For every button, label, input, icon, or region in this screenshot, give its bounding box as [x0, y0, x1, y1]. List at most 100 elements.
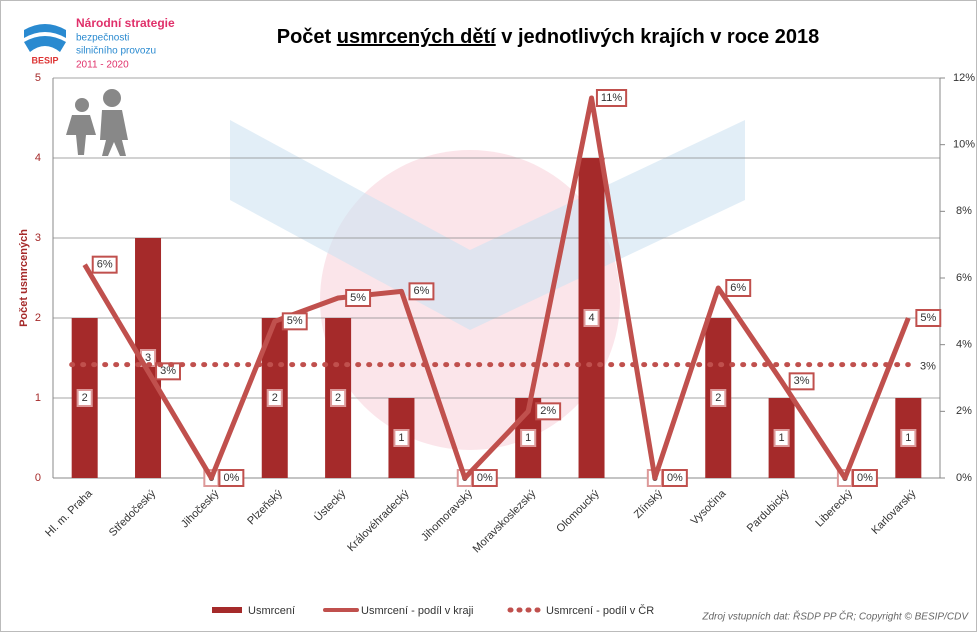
y-tick-label: 2 — [35, 312, 41, 324]
y2-tick-label: 6% — [956, 272, 972, 284]
y-tick-label: 3 — [35, 232, 41, 244]
data-label: 5% — [345, 289, 372, 307]
data-label-text: 2 — [272, 392, 278, 404]
data-label-text: 1 — [525, 432, 531, 444]
y2-tick-label: 0% — [956, 472, 972, 484]
children-icon — [66, 89, 128, 156]
data-label-box — [345, 289, 372, 307]
data-label-box — [281, 312, 308, 331]
data-label-text: 2 — [335, 392, 341, 404]
line — [82, 95, 911, 481]
data-label-box — [710, 389, 727, 407]
legend-label: Usmrcení - podíl v kraji — [361, 605, 473, 617]
title-part: v jednotlivých krajích v roce 2018 — [496, 26, 820, 48]
watermark — [230, 120, 745, 330]
ref-label: 3% — [920, 361, 936, 373]
data-label-text: 3% — [794, 375, 810, 387]
y-tick-label: 4 — [35, 152, 41, 164]
title-part: usmrcených dětí — [337, 26, 497, 48]
data-label-text: 0% — [667, 472, 683, 484]
data-label-box — [408, 282, 435, 301]
data-label-box — [900, 429, 917, 447]
data-label-text: 3% — [160, 365, 176, 377]
y2-tick-label: 2% — [956, 405, 972, 417]
data-label: 2 — [76, 389, 93, 407]
logo-text: bezpečnosti — [76, 33, 129, 44]
data-label: 6% — [725, 279, 752, 297]
y-tick-label: 1 — [35, 392, 41, 404]
data-label-box — [595, 89, 628, 107]
data-label-box — [91, 255, 118, 274]
data-label-text: 5% — [350, 292, 366, 304]
logo: BESIP Národní strategie bezpečnosti siln… — [24, 16, 175, 71]
data-label-text: 6% — [414, 285, 430, 297]
data-label-text: 5% — [287, 315, 303, 327]
data-label-text: 2 — [82, 392, 88, 404]
y2-tick-label: 10% — [953, 139, 975, 151]
data-label-box — [520, 429, 537, 447]
data-label: 2 — [710, 389, 727, 407]
data-label: 2 — [266, 389, 283, 407]
title-part: Počet — [277, 26, 337, 48]
data-label: 6% — [91, 255, 118, 274]
data-label-box — [915, 309, 942, 327]
data-label-text: 1 — [905, 432, 911, 444]
data-label-text: 6% — [730, 282, 746, 294]
data-label: 6% — [408, 282, 435, 301]
data-label-text: 2 — [715, 392, 721, 404]
data-label: 2% — [535, 402, 562, 421]
data-label-box — [788, 372, 815, 391]
data-label: 2 — [330, 389, 347, 407]
data-label: 0% — [852, 469, 878, 487]
data-label: 3% — [788, 372, 815, 391]
y-axis-label: Počet usmrcených — [18, 229, 30, 327]
data-label-box — [266, 389, 283, 407]
data-label-box — [76, 389, 93, 407]
data-label: 4 — [583, 309, 600, 327]
y-tick-label: 0 — [35, 472, 41, 484]
data-label: 1 — [773, 429, 790, 447]
legend-label: Usmrcení — [248, 605, 295, 617]
data-label: 0% — [218, 469, 245, 487]
logo-text: Národní strategie — [76, 16, 175, 30]
source: Zdroj vstupních dat: ŘSDP PP ČR; Copyrig… — [701, 610, 969, 623]
y2-tick-label: 12% — [953, 72, 975, 84]
data-label: 3% — [155, 362, 181, 381]
y2-tick-label: 4% — [956, 339, 972, 351]
data-label: 1 — [393, 429, 410, 447]
data-label-box — [725, 279, 752, 297]
data-label-box — [471, 469, 498, 487]
data-label-text: 6% — [97, 259, 113, 271]
data-label-text: 3 — [145, 352, 151, 364]
chart-title: Počet usmrcených dětí v jednotlivých kra… — [277, 26, 819, 48]
data-label: 1 — [520, 429, 537, 447]
data-label-box — [661, 469, 688, 487]
legend-label: Usmrcení - podíl v ČR — [546, 604, 654, 617]
data-label-box — [218, 469, 245, 487]
data-label-text: 5% — [920, 312, 936, 324]
y2-tick-label: 8% — [956, 205, 972, 217]
data-label-text: 2% — [540, 405, 556, 417]
data-label-box — [393, 429, 410, 447]
data-label-text: 1 — [398, 432, 404, 444]
data-label: 1 — [900, 429, 917, 447]
data-label: 5% — [281, 312, 308, 331]
data-label-box — [330, 389, 347, 407]
data-label-text: 0% — [857, 472, 873, 484]
data-label-text: 4 — [588, 312, 594, 324]
legend-swatch — [212, 607, 242, 613]
logo-text: BESIP — [31, 55, 58, 65]
data-label-box — [155, 362, 181, 381]
data-label-box — [535, 402, 562, 421]
data-label-text: 11% — [601, 92, 622, 104]
logo-mark — [24, 24, 66, 52]
logo-text: 2011 - 2020 — [76, 60, 129, 71]
logo-text: silničního provozu — [76, 46, 156, 57]
data-label-text: 0% — [223, 472, 239, 484]
data-label-box — [852, 469, 878, 487]
data-label-text: 1 — [779, 432, 785, 444]
data-label-text: 0% — [477, 472, 493, 484]
data-label-box — [583, 309, 600, 327]
data-label: 0% — [471, 469, 498, 487]
